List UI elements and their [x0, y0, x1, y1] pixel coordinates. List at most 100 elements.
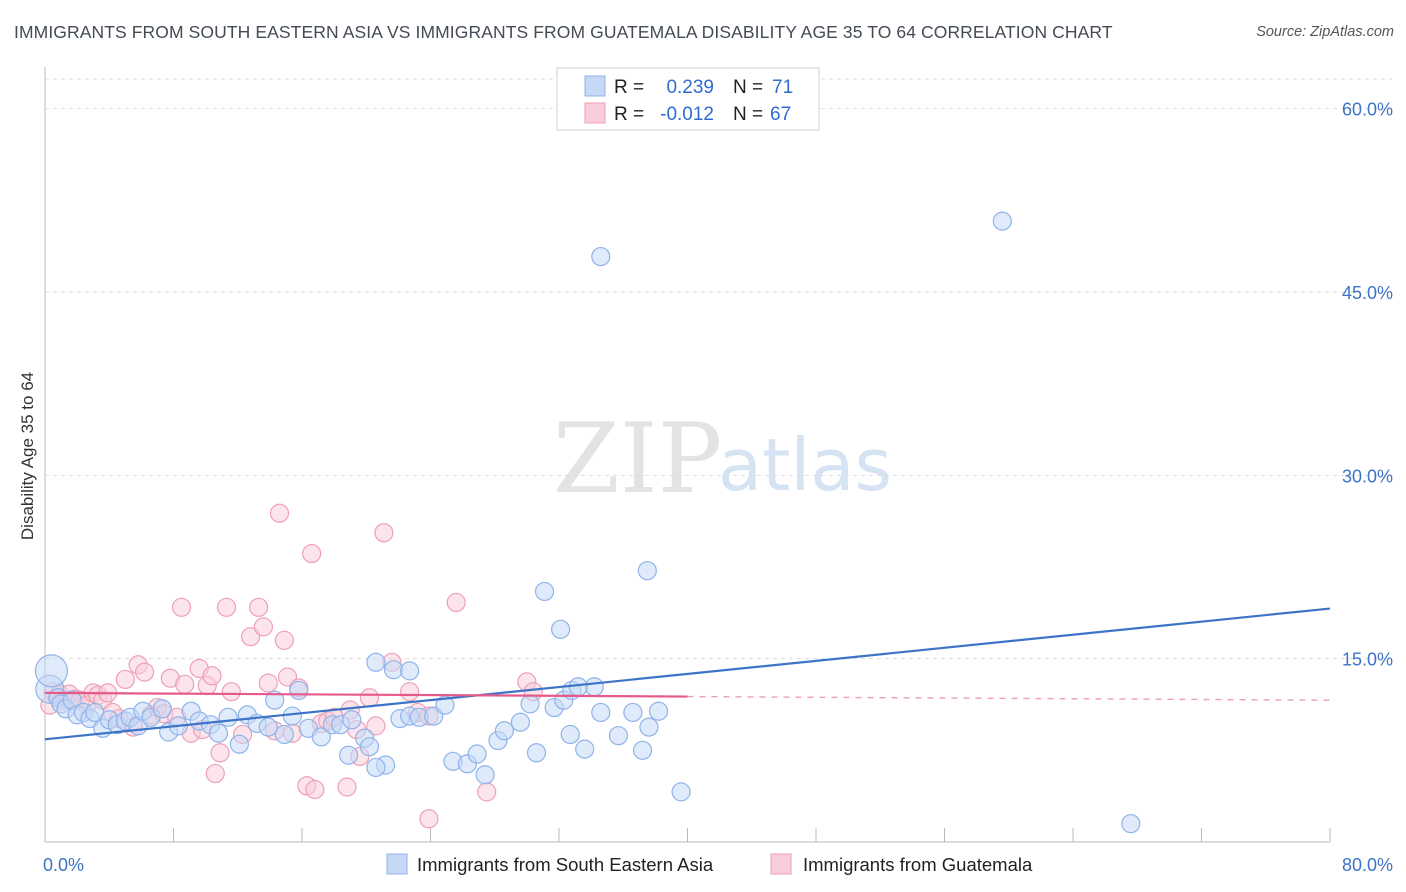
data-point: [337, 777, 357, 797]
data-point: [152, 699, 172, 719]
data-point: [520, 694, 540, 714]
data-point: [366, 652, 386, 672]
x-ticks: [44, 828, 1331, 842]
series-legend: Immigrants from South Eastern Asia Immig…: [386, 853, 1033, 875]
data-point: [359, 737, 380, 757]
y-axis-label: Disability Age 35 to 64: [18, 372, 37, 540]
correlation-legend: R = 0.239 N = 71 R = -0.012 N = 67: [556, 67, 820, 131]
bottom-legend-swatch-guatemala: [770, 853, 792, 875]
data-point: [671, 782, 691, 802]
trend-line-guatemala-extension: [687, 695, 1331, 701]
data-point: [534, 581, 555, 602]
watermark: ZIP atlas: [553, 403, 892, 515]
data-point: [338, 745, 359, 765]
data-point: [419, 809, 439, 829]
data-point: [282, 706, 302, 726]
watermark-zip: ZIP: [553, 403, 722, 515]
series-guatemala-points: [40, 503, 543, 829]
data-point: [134, 662, 155, 682]
bottom-legend-label-sea: Immigrants from South Eastern Asia: [417, 854, 714, 875]
data-point: [648, 701, 669, 721]
y-tick-label: 30.0%: [1342, 466, 1393, 486]
data-point: [274, 630, 294, 650]
legend-n-value-sea: 71: [772, 77, 793, 98]
data-point: [258, 673, 278, 693]
data-point: [467, 744, 487, 764]
data-point: [218, 707, 238, 727]
data-point: [249, 597, 269, 617]
trend-line-sea: [44, 607, 1331, 741]
data-point: [526, 743, 547, 763]
legend-r-value-guatemala: -0.012: [660, 104, 714, 125]
data-point: [274, 724, 294, 745]
data-point: [575, 739, 595, 759]
data-point: [446, 592, 466, 613]
data-point: [34, 654, 69, 688]
data-point: [374, 523, 394, 543]
data-point: [591, 246, 611, 267]
chart-title: IMMIGRANTS FROM SOUTH EASTERN ASIA VS IM…: [14, 22, 1113, 42]
data-point: [269, 503, 290, 523]
data-point: [637, 561, 657, 581]
data-point: [210, 743, 230, 763]
y-tick-label: 15.0%: [1342, 650, 1393, 670]
trend-line-guatemala: [44, 691, 688, 698]
legend-n-value-guatemala: 67: [770, 104, 791, 125]
data-point: [639, 717, 659, 737]
data-point: [591, 702, 611, 723]
x-tick-labels: 0.0% 80.0%: [43, 855, 1393, 875]
x-tick-label: 0.0%: [43, 855, 84, 875]
data-point: [623, 702, 643, 723]
data-point: [494, 721, 514, 741]
legend-r-label-guatemala: R =: [614, 104, 644, 125]
data-point: [475, 765, 495, 785]
legend-r-label-sea: R =: [614, 77, 644, 98]
gridlines: [45, 78, 1392, 660]
x-tick-label: 80.0%: [1342, 855, 1393, 875]
watermark-atlas: atlas: [718, 423, 892, 507]
data-point: [229, 734, 249, 754]
legend-n-label-sea: N =: [733, 77, 763, 98]
legend-n-label-guatemala: N =: [733, 104, 763, 125]
data-point: [366, 716, 386, 736]
data-point: [221, 682, 241, 702]
bottom-legend-label-guatemala: Immigrants from Guatemala: [803, 854, 1033, 875]
data-point: [241, 627, 261, 647]
data-point: [1121, 814, 1141, 834]
data-point: [208, 723, 229, 743]
y-tick-labels: 60.0% 45.0% 30.0% 15.0%: [1342, 100, 1393, 670]
data-point: [171, 597, 192, 617]
data-point: [510, 712, 531, 732]
legend-swatch-sea: [584, 75, 606, 97]
series-sea-points: [34, 211, 1141, 834]
y-tick-label: 60.0%: [1342, 100, 1393, 120]
data-point: [400, 682, 420, 702]
data-points: [34, 211, 1141, 834]
data-point: [216, 597, 237, 617]
data-point: [265, 690, 285, 710]
trend-lines: [44, 607, 1331, 741]
data-point: [584, 677, 604, 697]
data-point: [253, 617, 274, 637]
data-point: [342, 710, 362, 730]
source-credit: Source: ZipAtlas.com: [1256, 24, 1394, 40]
data-point: [311, 727, 331, 747]
data-point: [992, 211, 1012, 231]
data-point: [289, 680, 309, 701]
data-point: [632, 740, 653, 760]
data-point: [383, 660, 404, 680]
data-point: [202, 666, 222, 686]
data-point: [551, 619, 571, 639]
data-point: [115, 669, 135, 690]
legend-swatch-guatemala: [584, 102, 606, 124]
data-point: [477, 782, 497, 802]
y-tick-label: 45.0%: [1342, 283, 1393, 303]
data-point: [560, 724, 580, 745]
data-point: [400, 661, 420, 681]
data-point: [366, 757, 386, 778]
data-point: [302, 543, 322, 564]
data-point: [608, 726, 629, 746]
bottom-legend-swatch-sea: [386, 853, 408, 875]
data-point: [359, 688, 380, 708]
